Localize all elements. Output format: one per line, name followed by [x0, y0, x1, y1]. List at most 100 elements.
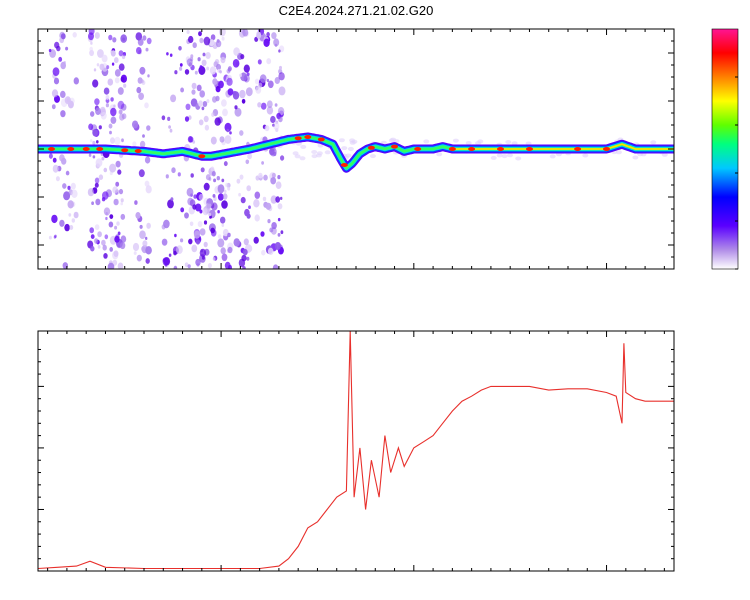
noise-blob — [188, 238, 193, 245]
noise-blob — [197, 57, 201, 62]
noise-blob — [88, 123, 94, 131]
noise-blob — [204, 124, 210, 131]
noise-blob — [197, 221, 203, 228]
noise-blob — [224, 135, 232, 144]
noise-blob — [242, 248, 248, 256]
noise-blob — [51, 104, 56, 110]
noise-blob — [221, 223, 225, 227]
noise-blob — [195, 239, 201, 245]
noise-blob — [119, 242, 126, 250]
noise-blob — [177, 172, 181, 177]
noise-blob — [146, 222, 151, 229]
noise-blob — [139, 66, 146, 75]
noise-blob — [278, 86, 286, 96]
noise-blob — [216, 63, 221, 71]
noise-blob — [120, 198, 124, 203]
noise-blob — [202, 52, 206, 57]
noise-blob — [110, 116, 117, 124]
noise-blob — [68, 213, 72, 217]
noise-blob — [258, 172, 263, 179]
noise-blob — [226, 128, 230, 133]
noise-blob — [120, 213, 126, 220]
noise-blob — [475, 141, 482, 146]
noise-blob — [225, 182, 229, 188]
noise-blob — [199, 209, 203, 214]
noise-blob — [275, 196, 281, 203]
noise-blob — [212, 257, 216, 261]
noise-blob — [97, 245, 101, 249]
noise-blob — [263, 38, 270, 47]
noise-blob — [52, 67, 60, 76]
noise-blob — [121, 54, 126, 60]
noise-blob — [94, 32, 100, 39]
noise-blob — [64, 96, 71, 105]
ridge-hotspot — [82, 147, 90, 151]
colorbar — [711, 28, 739, 270]
noise-blob — [246, 256, 250, 261]
ridge-hotspot — [414, 147, 422, 151]
noise-blob — [187, 264, 191, 269]
noise-blob — [267, 247, 274, 255]
noise-blob — [166, 52, 169, 56]
noise-blob — [210, 227, 215, 234]
noise-blob — [144, 102, 149, 109]
noise-blob — [280, 196, 283, 200]
noise-blob — [97, 49, 104, 58]
noise-blob — [243, 238, 249, 246]
noise-blob — [72, 32, 77, 38]
noise-blob — [169, 53, 173, 57]
noise-blob — [142, 35, 147, 41]
ridge-hotspot — [96, 147, 104, 151]
noise-blob — [217, 193, 224, 201]
noise-blob — [208, 177, 212, 181]
noise-blob — [142, 240, 148, 247]
noise-blob — [188, 136, 194, 143]
noise-blob — [238, 192, 242, 197]
noise-blob — [192, 42, 197, 49]
noise-blob — [267, 80, 274, 89]
noise-blob — [120, 76, 125, 82]
noise-blob — [171, 167, 176, 174]
noise-blob — [184, 116, 190, 122]
noise-blob — [108, 123, 113, 129]
noise-blob — [279, 65, 282, 70]
noise-blob — [218, 80, 224, 89]
noise-blob — [190, 98, 198, 107]
ridge-hotspot — [67, 147, 75, 151]
noise-blob — [222, 193, 228, 200]
noise-blob — [274, 77, 280, 84]
noise-blob — [274, 103, 278, 107]
noise-blob — [227, 186, 231, 191]
noise-blob — [113, 104, 116, 108]
noise-blob — [67, 185, 71, 190]
noise-blob — [324, 150, 331, 155]
noise-blob — [242, 29, 249, 37]
noise-blob — [191, 244, 198, 253]
noise-blob — [388, 138, 395, 143]
noise-blob — [111, 62, 115, 66]
noise-blob — [278, 49, 281, 53]
noise-blob — [270, 177, 277, 185]
noise-blob — [270, 115, 276, 124]
noise-blob — [196, 84, 202, 92]
noise-blob — [221, 253, 228, 262]
noise-blob — [207, 198, 212, 205]
noise-blob — [239, 174, 244, 180]
noise-blob — [253, 199, 260, 208]
noise-blob — [107, 78, 114, 86]
noise-blob — [199, 90, 205, 98]
noise-blob — [263, 174, 268, 181]
noise-blob — [48, 48, 52, 53]
noise-blob — [632, 155, 639, 160]
noise-blob — [243, 64, 250, 73]
noise-blob — [105, 95, 110, 100]
noise-blob — [259, 74, 267, 83]
noise-blob — [221, 200, 228, 209]
noise-blob — [117, 231, 121, 236]
noise-blob — [118, 109, 123, 115]
noise-blob — [55, 176, 60, 182]
noise-blob — [161, 238, 168, 246]
noise-blob — [180, 238, 184, 243]
noise-blob — [116, 221, 120, 226]
ridge-hotspot — [603, 147, 610, 151]
